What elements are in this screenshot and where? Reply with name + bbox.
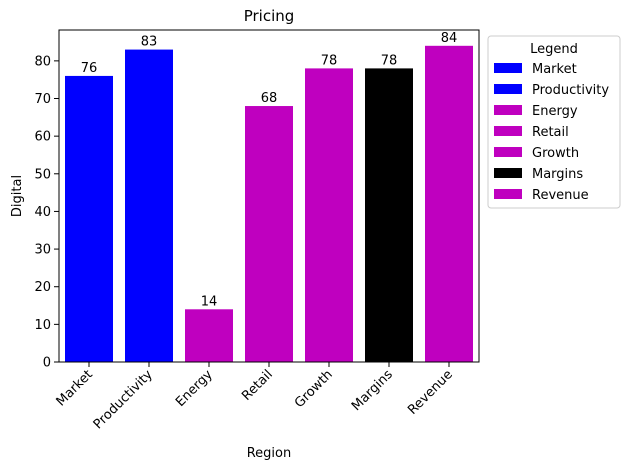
y-tick-label: 80 [34,54,51,69]
y-tick-label: 30 [34,243,51,258]
legend-frame [487,35,621,209]
legend-swatch [494,105,522,115]
x-tick-label: Growth [292,367,336,411]
bar-value-label: 84 [441,31,458,46]
bar-value-labels: 76 83 14 68 78 78 84 [81,31,458,309]
y-tick-label: 40 [34,205,51,220]
bar-margins [365,68,413,362]
bar-growth [305,68,353,362]
bar-energy [185,309,233,362]
legend-swatch [494,126,522,136]
x-tick-label: Margins [349,367,396,414]
y-tick-label: 60 [34,130,51,145]
bar-value-label: 83 [141,35,158,50]
y-tick-label: 50 [34,167,51,182]
legend-label: Retail [532,125,569,140]
bar-value-label: 78 [321,53,338,68]
bar-productivity [125,49,173,362]
bar-value-label: 14 [201,294,218,309]
legend-swatch [494,63,522,73]
bar-value-label: 78 [381,53,398,68]
y-axis-label: Digital [10,175,25,217]
bar-retail [245,106,293,362]
bar-value-label: 68 [261,91,278,106]
y-tick-label: 0 [43,356,51,371]
y-tick-label: 10 [34,318,51,333]
legend-label: Market [532,62,577,77]
legend-entries: Market Productivity Energy Retail Growth Marg… [494,62,609,203]
y-axis: 0 10 20 30 40 50 60 70 80 [34,54,59,371]
bar-market [65,75,113,362]
plot-area-frame [58,29,480,363]
legend-label: Margins [532,167,583,182]
legend-label: Energy [532,104,578,119]
x-tick-label: Revenue [405,367,456,418]
legend-swatch [494,189,522,199]
x-tick-label: Retail [239,367,276,404]
legend-swatch [494,147,522,157]
y-tick-label: 70 [34,92,51,107]
legend: Legend Market Productivity Energy Retail Gro… [487,35,621,209]
legend-swatch [494,84,522,94]
x-tick-label: Market [54,367,96,409]
x-axis-label: Region [247,446,292,461]
bar-revenue [425,45,473,363]
legend-label: Growth [532,146,579,161]
x-tick-label: Productivity [91,367,156,432]
x-tick-label: Energy [173,367,216,410]
chart-title: Pricing [244,7,295,25]
legend-label: Revenue [532,188,589,203]
bars [65,45,473,363]
legend-swatch [494,168,522,178]
legend-title: Legend [530,42,578,57]
legend-label: Productivity [532,83,609,98]
y-tick-label: 20 [34,280,51,295]
bar-value-label: 76 [81,61,98,76]
